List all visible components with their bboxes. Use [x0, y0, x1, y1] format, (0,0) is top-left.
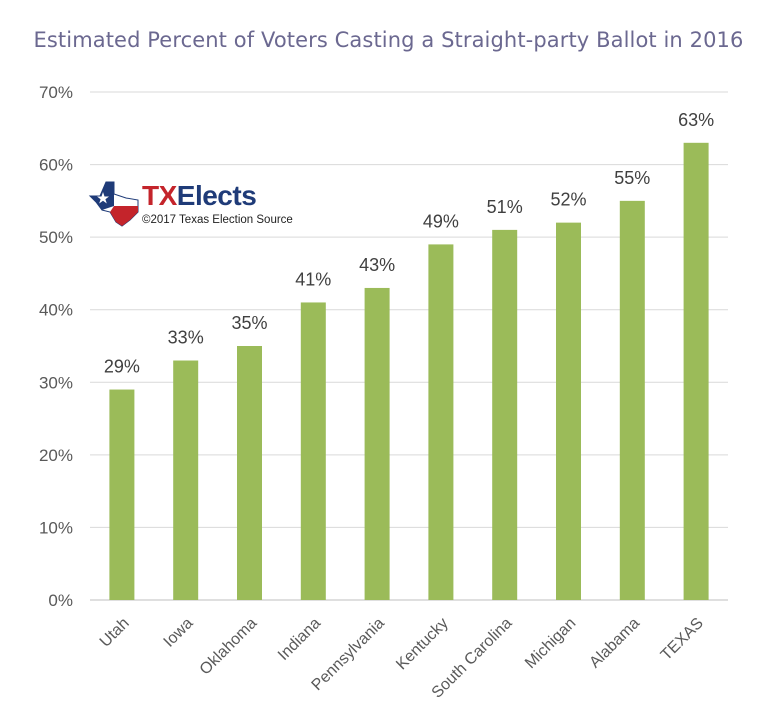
x-tick-label: Iowa — [161, 615, 197, 651]
x-tick-label: Kentucky — [393, 615, 452, 674]
data-label: 33% — [168, 328, 204, 348]
data-label: 43% — [359, 255, 395, 275]
x-tick-label: Indiana — [275, 615, 324, 664]
y-tick-label: 30% — [39, 373, 73, 392]
logo-elects-text: Elects — [176, 180, 257, 211]
y-tick-label: 50% — [39, 228, 73, 247]
data-label: 41% — [295, 269, 331, 289]
y-tick-label: 40% — [39, 301, 73, 320]
data-label: 52% — [550, 190, 586, 210]
y-tick-label: 20% — [39, 446, 73, 465]
bar — [237, 346, 262, 600]
y-tick-label: 70% — [39, 83, 73, 102]
data-label: 49% — [423, 211, 459, 231]
bar — [683, 142, 709, 601]
x-tick-label: Oklahoma — [197, 615, 261, 679]
txelects-logo: TXElects ©2017 Texas Election Source — [86, 176, 306, 236]
y-tick-label: 10% — [39, 518, 73, 537]
texas-flag-map-icon — [88, 181, 139, 227]
data-label: 55% — [614, 168, 650, 188]
bar — [556, 222, 581, 600]
y-tick-label: 60% — [39, 156, 73, 175]
bar — [364, 287, 390, 600]
data-label: 63% — [678, 110, 714, 130]
data-label: 29% — [104, 357, 140, 377]
bar — [109, 389, 135, 600]
x-tick-label: TEXAS — [658, 615, 707, 664]
bar — [428, 244, 454, 600]
data-label: 35% — [231, 313, 267, 333]
y-tick-label: 0% — [48, 591, 73, 610]
bar — [492, 229, 518, 600]
bar — [619, 200, 645, 600]
x-tick-label: Alabama — [586, 615, 643, 672]
x-tick-label: Michigan — [522, 615, 579, 672]
bar — [300, 302, 326, 600]
x-tick-label: Utah — [97, 615, 133, 651]
chart-title: Estimated Percent of Voters Casting a St… — [33, 28, 744, 52]
data-label: 51% — [487, 197, 523, 217]
logo-tx-text: TX — [142, 180, 177, 211]
logo-wordmark: TXElects — [142, 180, 257, 212]
logo-copyright: ©2017 Texas Election Source — [142, 214, 293, 226]
bar — [173, 360, 199, 600]
